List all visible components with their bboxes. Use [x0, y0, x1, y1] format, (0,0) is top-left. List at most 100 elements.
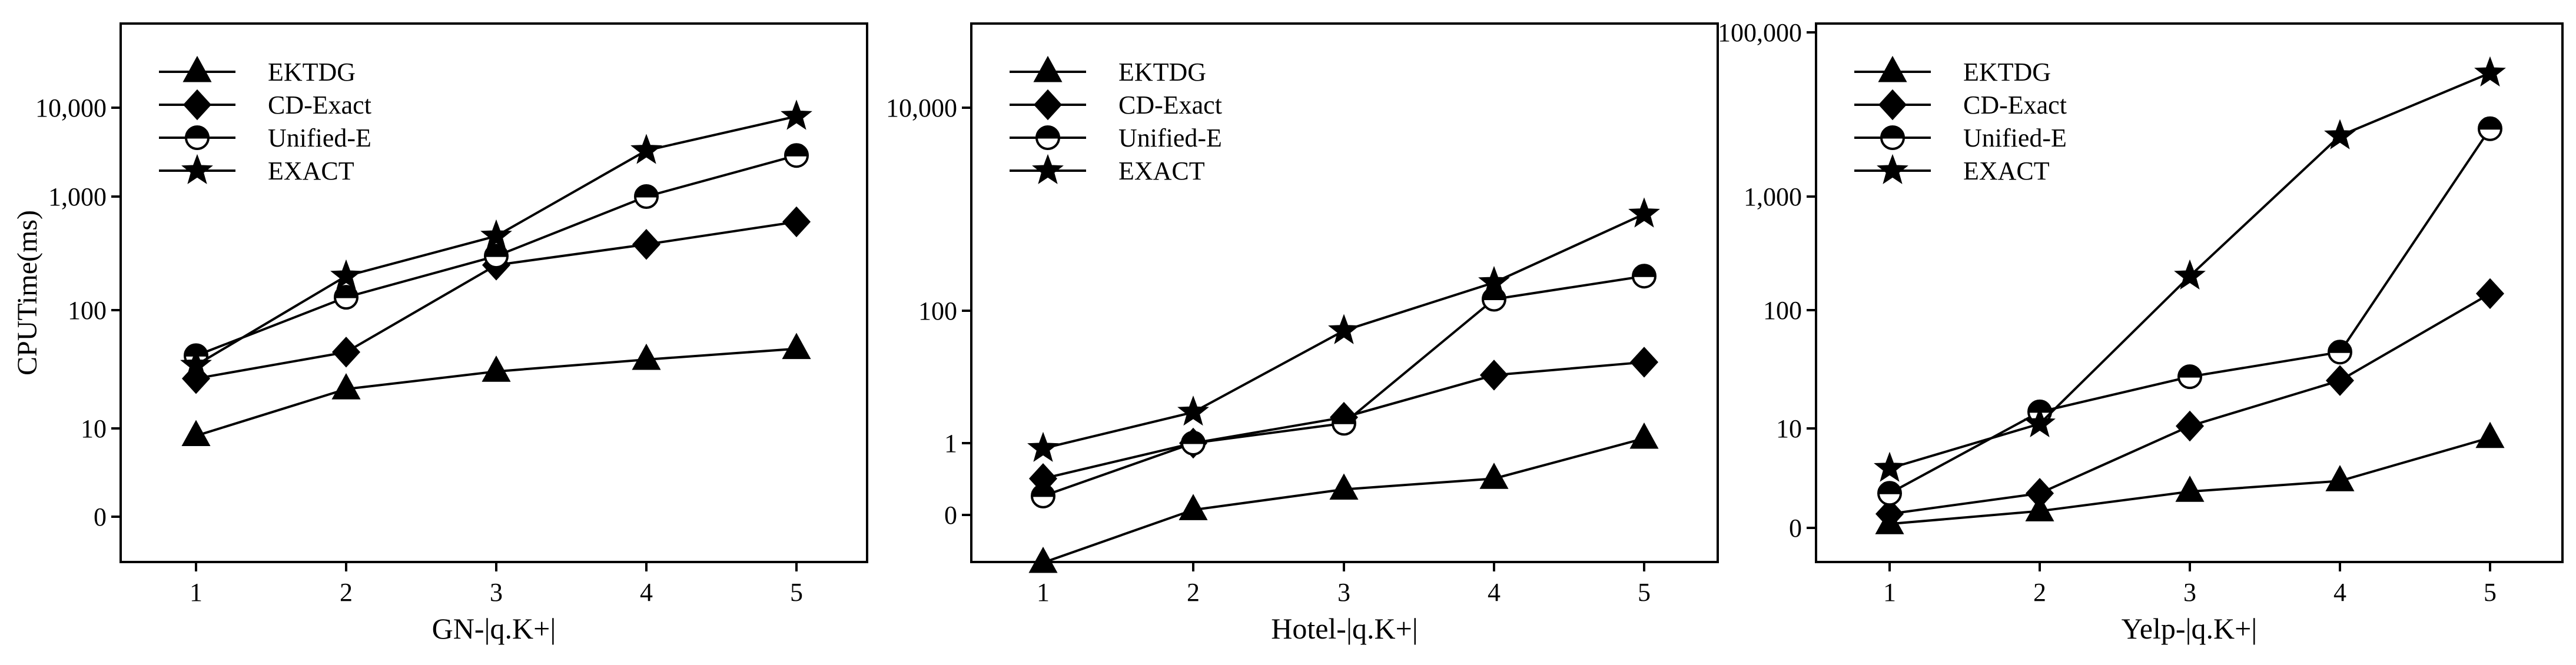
- y-tick-label: 1,000: [1744, 182, 1802, 211]
- legend-marker-diamond: [1033, 89, 1063, 121]
- data-point-triangle: [632, 343, 661, 370]
- series-exact: [1027, 197, 1660, 462]
- data-point-star: [1177, 395, 1209, 426]
- data-point-half-circle: [1632, 264, 1657, 289]
- legend-marker-half-circle: [185, 125, 210, 150]
- data-point-diamond: [2475, 278, 2505, 310]
- x-tick-label: 2: [340, 578, 353, 607]
- data-point-triangle: [2475, 421, 2505, 448]
- data-point-triangle: [1329, 473, 1359, 500]
- data-point-half-circle: [2478, 116, 2502, 141]
- legend-label: CD-Exact: [1963, 91, 2067, 119]
- plot-frame: [119, 22, 868, 563]
- data-point-diamond: [2325, 365, 2355, 396]
- chart-panel-1: 0 10 100 1,000 10,000 1 2 3 4 5 GN-|q.K+| CPUTime(m…: [12, 22, 868, 645]
- data-point-star: [180, 348, 212, 379]
- y-tick-label: 0: [94, 503, 107, 531]
- data-point-triangle: [331, 373, 361, 400]
- data-point-triangle: [1479, 463, 1509, 489]
- legend-marker-star: [181, 154, 213, 184]
- legend-marker-star: [1877, 154, 1908, 184]
- y-tick-label: 100: [68, 296, 107, 325]
- x-tick-label: 5: [790, 578, 803, 607]
- x-axis-label: GN-|q.K+|: [432, 612, 556, 645]
- data-point-half-circle: [634, 184, 659, 209]
- legend-marker-diamond: [1878, 89, 1907, 121]
- y-axis-label: CPUTime(ms): [12, 210, 43, 375]
- data-point-triangle: [1179, 494, 1208, 520]
- data-point-star: [2474, 56, 2506, 87]
- y-tick-label: 10: [81, 414, 107, 443]
- x-axis-label: Yelp-|q.K+|: [2122, 612, 2258, 645]
- chart-panel-3: 0 10 100 1,000 100,000 1 2 3 4 5 Yelp-|q.K+| EKTDG C…: [1718, 18, 2564, 645]
- y-tick-label: 10: [1776, 414, 1802, 443]
- data-point-half-circle: [484, 244, 509, 269]
- data-point-half-circle: [2177, 364, 2202, 390]
- data-point-star: [630, 134, 662, 164]
- x-tick-label: 3: [2183, 578, 2196, 607]
- legend-label: EKTDG: [268, 58, 356, 87]
- y-tick-label: 10,000: [886, 94, 957, 122]
- series-ektdg: [1028, 422, 1659, 573]
- x-tick-label: 1: [1883, 578, 1896, 607]
- y-tick-label: 1,000: [48, 182, 107, 211]
- data-point-triangle: [2325, 465, 2355, 491]
- data-point-triangle: [482, 355, 511, 382]
- legend-marker-star: [1032, 154, 1064, 184]
- x-tick-label: 4: [1488, 578, 1501, 607]
- data-point-half-circle: [2328, 340, 2352, 365]
- data-point-half-circle: [1877, 481, 1902, 506]
- data-point-star: [1328, 314, 1360, 344]
- legend-label: EKTDG: [1118, 58, 1206, 87]
- legend-label: EXACT: [268, 157, 354, 185]
- legend-label: EXACT: [1963, 157, 2050, 185]
- data-point-triangle: [2175, 476, 2205, 502]
- legend-label: Unified-E: [1963, 124, 2067, 152]
- x-tick-label: 2: [2033, 578, 2046, 607]
- y-tick-label: 1: [944, 429, 957, 458]
- legend-label: EKTDG: [1963, 58, 2051, 87]
- legend: EKTDG CD-Exact Unified-E EXACT: [1854, 55, 2067, 185]
- legend-label: CD-Exact: [1118, 91, 1222, 119]
- legend-marker-half-circle: [1035, 125, 1060, 150]
- x-tick-label: 3: [1337, 578, 1350, 607]
- data-point-star: [1027, 431, 1059, 462]
- series-exact: [1874, 56, 2506, 482]
- data-point-star: [480, 219, 512, 250]
- data-point-triangle: [1629, 422, 1659, 449]
- series-ektdg: [181, 332, 811, 447]
- data-point-diamond: [632, 229, 661, 260]
- data-point-star: [781, 99, 812, 130]
- data-point-diamond: [1479, 360, 1509, 391]
- legend-marker-half-circle: [1880, 125, 1905, 150]
- data-point-diamond: [2025, 478, 2054, 509]
- data-point-star: [2174, 259, 2206, 290]
- legend: EKTDG CD-Exact Unified-E EXACT: [159, 55, 371, 185]
- data-point-diamond: [2175, 410, 2205, 442]
- legend-label: EXACT: [1118, 157, 1205, 185]
- series-unified-e: [1031, 264, 1657, 508]
- x-tick-label: 1: [190, 578, 203, 607]
- data-point-diamond: [1875, 498, 1904, 530]
- series-cd-exact: [1875, 278, 2505, 530]
- y-tick-label: 0: [944, 501, 957, 530]
- legend-label: Unified-E: [1118, 124, 1222, 152]
- y-tick-label: 0: [1789, 514, 1802, 543]
- data-point-star: [1478, 265, 1510, 297]
- data-point-half-circle: [1181, 431, 1206, 455]
- data-point-star: [1874, 451, 1906, 482]
- data-point-triangle: [1028, 546, 1058, 573]
- series-ektdg: [1875, 421, 2505, 534]
- data-point-half-circle: [784, 143, 809, 168]
- series-unified-e: [184, 143, 809, 368]
- x-tick-label: 4: [640, 578, 653, 607]
- y-tick-label: 100: [918, 297, 957, 325]
- x-tick-label: 2: [1187, 578, 1200, 607]
- chart-panel-2: 0 1 100 10,000 1 2 3 4 5 Hotel-|q.K+| EKTDG CD-Exac…: [886, 22, 1719, 645]
- data-point-diamond: [782, 206, 811, 238]
- data-point-half-circle: [334, 285, 358, 310]
- legend: EKTDG CD-Exact Unified-E EXACT: [1010, 55, 1222, 185]
- data-point-star: [2024, 407, 2056, 438]
- y-tick-label: 100,000: [1718, 18, 1802, 47]
